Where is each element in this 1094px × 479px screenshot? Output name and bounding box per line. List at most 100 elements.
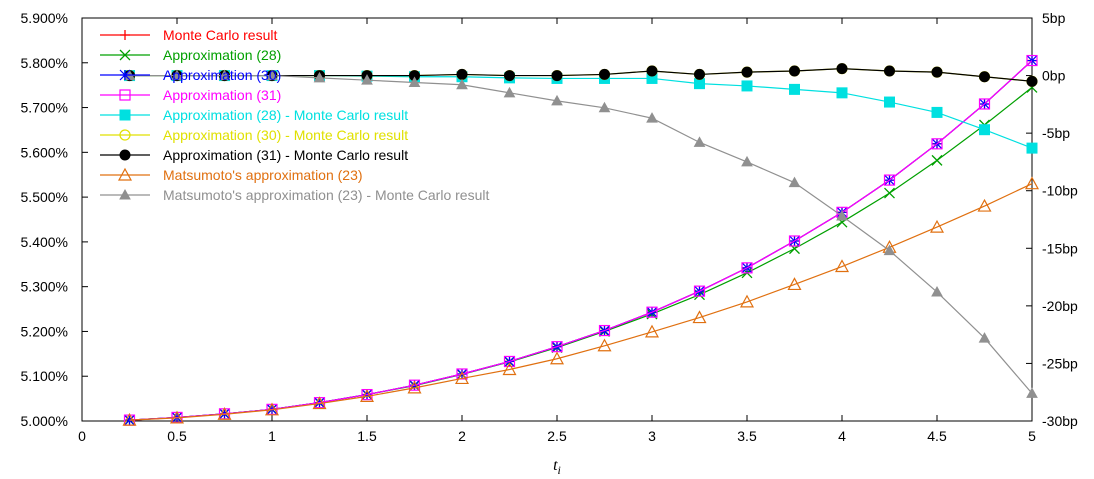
- data-point: [456, 78, 468, 90]
- data-point: [549, 351, 565, 365]
- data-point: [884, 187, 895, 199]
- legend-marker: [119, 49, 131, 61]
- legend-label: Approximation (30) - Monte Carlo result: [163, 127, 408, 143]
- data-point: [788, 235, 801, 247]
- x-axis-title-subscript: i: [558, 463, 561, 477]
- y-left-tick-label: 5.500%: [21, 189, 68, 205]
- data-point: [598, 324, 611, 337]
- y-axis-right: -30bp -25bp -20bp -15bp -10bp -5bp 0bp 5bp: [1026, 10, 1078, 429]
- data-point: [739, 294, 755, 308]
- legend-label: Matsumoto's approximation (23) - Monte C…: [163, 187, 489, 203]
- y-right-tick-label: -30bp: [1042, 413, 1078, 429]
- data-point: [456, 68, 468, 80]
- data-point: [693, 285, 706, 297]
- data-point: [694, 68, 705, 80]
- data-point: [884, 96, 895, 108]
- y-left-tick-label: 5.800%: [21, 55, 68, 71]
- legend-label: Approximation (28) - Monte Carlo result: [163, 107, 408, 123]
- legend-entry: Approximation (30): [100, 67, 281, 83]
- data-point: [1024, 176, 1040, 190]
- legend-entry: Approximation (31) - Monte Carlo result: [100, 147, 408, 163]
- legend-entry: Matsumoto's approximation (23) - Monte C…: [100, 187, 489, 203]
- data-point: [931, 106, 943, 118]
- y-right-tick-label: -20bp: [1042, 298, 1078, 314]
- legend-entry: Approximation (28): [100, 47, 281, 63]
- data-point: [978, 332, 991, 343]
- data-point: [978, 98, 991, 110]
- data-point: [883, 174, 896, 186]
- legend-marker: [119, 149, 131, 161]
- data-point: [264, 402, 280, 416]
- data-point: [788, 176, 801, 188]
- data-point: [931, 66, 943, 78]
- legend-label: Monte Carlo result: [163, 27, 277, 43]
- data-point: [313, 71, 326, 83]
- x-tick-label: 5: [1028, 428, 1036, 444]
- x-tick-label: 0.5: [167, 428, 187, 444]
- legend: Monte Carlo result Approximation (28) Appr…: [100, 27, 489, 203]
- data-point: [787, 277, 802, 291]
- data-point: [931, 286, 943, 297]
- y-left-tick-label: 5.000%: [21, 413, 68, 429]
- x-tick-label: 2.5: [547, 428, 567, 444]
- series-line: [129, 183, 1033, 421]
- series-layer: [122, 54, 1040, 426]
- x-tick-label: 0: [78, 428, 86, 444]
- data-point: [503, 355, 516, 368]
- data-point: [646, 65, 658, 77]
- data-point: [169, 410, 185, 424]
- data-point: [931, 154, 943, 166]
- data-point: [741, 155, 753, 167]
- legend-label: Approximation (31) - Monte Carlo result: [163, 147, 408, 163]
- data-point: [217, 407, 232, 420]
- legend-marker: [119, 188, 131, 200]
- data-point: [171, 69, 183, 81]
- data-point: [693, 136, 706, 147]
- data-point: [977, 198, 992, 212]
- legend-marker: [120, 30, 130, 40]
- legend-entry: Matsumoto's approximation (23): [100, 167, 363, 183]
- y-right-tick-label: -15bp: [1042, 240, 1078, 256]
- x-tick-label: 1: [268, 428, 276, 444]
- data-point: [646, 112, 658, 123]
- x-axis-title-main: t: [553, 457, 558, 474]
- data-point: [503, 86, 516, 98]
- data-point: [834, 259, 850, 273]
- data-point: [931, 138, 943, 150]
- y-right-tick-label: -5bp: [1042, 125, 1070, 141]
- series-line: [129, 74, 1033, 394]
- y-right-tick-label: 5bp: [1042, 10, 1066, 26]
- x-tick-label: 3: [648, 428, 656, 444]
- data-point: [551, 94, 563, 106]
- data-point: [789, 65, 800, 77]
- data-point: [502, 362, 517, 376]
- y-left-tick-label: 5.100%: [21, 368, 68, 384]
- y-left-tick-label: 5.400%: [21, 234, 68, 250]
- data-point: [789, 83, 800, 95]
- series-7: [122, 176, 1040, 426]
- data-point: [598, 101, 611, 113]
- legend-entry: Monte Carlo result: [100, 27, 277, 43]
- y-left-tick-label: 5.600%: [21, 144, 68, 160]
- data-point: [644, 324, 660, 338]
- data-point: [1026, 387, 1038, 398]
- y-right-tick-label: 0bp: [1042, 68, 1066, 84]
- legend-entry: Approximation (30) - Monte Carlo result: [100, 127, 408, 143]
- legend-label: Approximation (28): [163, 47, 281, 63]
- legend-marker: [117, 167, 133, 181]
- data-point: [122, 412, 137, 426]
- data-point: [883, 244, 896, 256]
- x-tick-label: 4.5: [927, 428, 947, 444]
- data-point: [312, 396, 327, 410]
- x-tick-label: 4: [838, 428, 846, 444]
- data-point: [266, 69, 278, 81]
- x-tick-label: 1.5: [357, 428, 377, 444]
- data-point: [789, 243, 800, 255]
- data-point: [454, 371, 470, 385]
- data-point: [929, 219, 945, 233]
- data-point: [694, 78, 705, 90]
- legend-label: Approximation (30): [163, 67, 281, 83]
- data-point: [741, 262, 753, 274]
- data-point: [407, 380, 422, 394]
